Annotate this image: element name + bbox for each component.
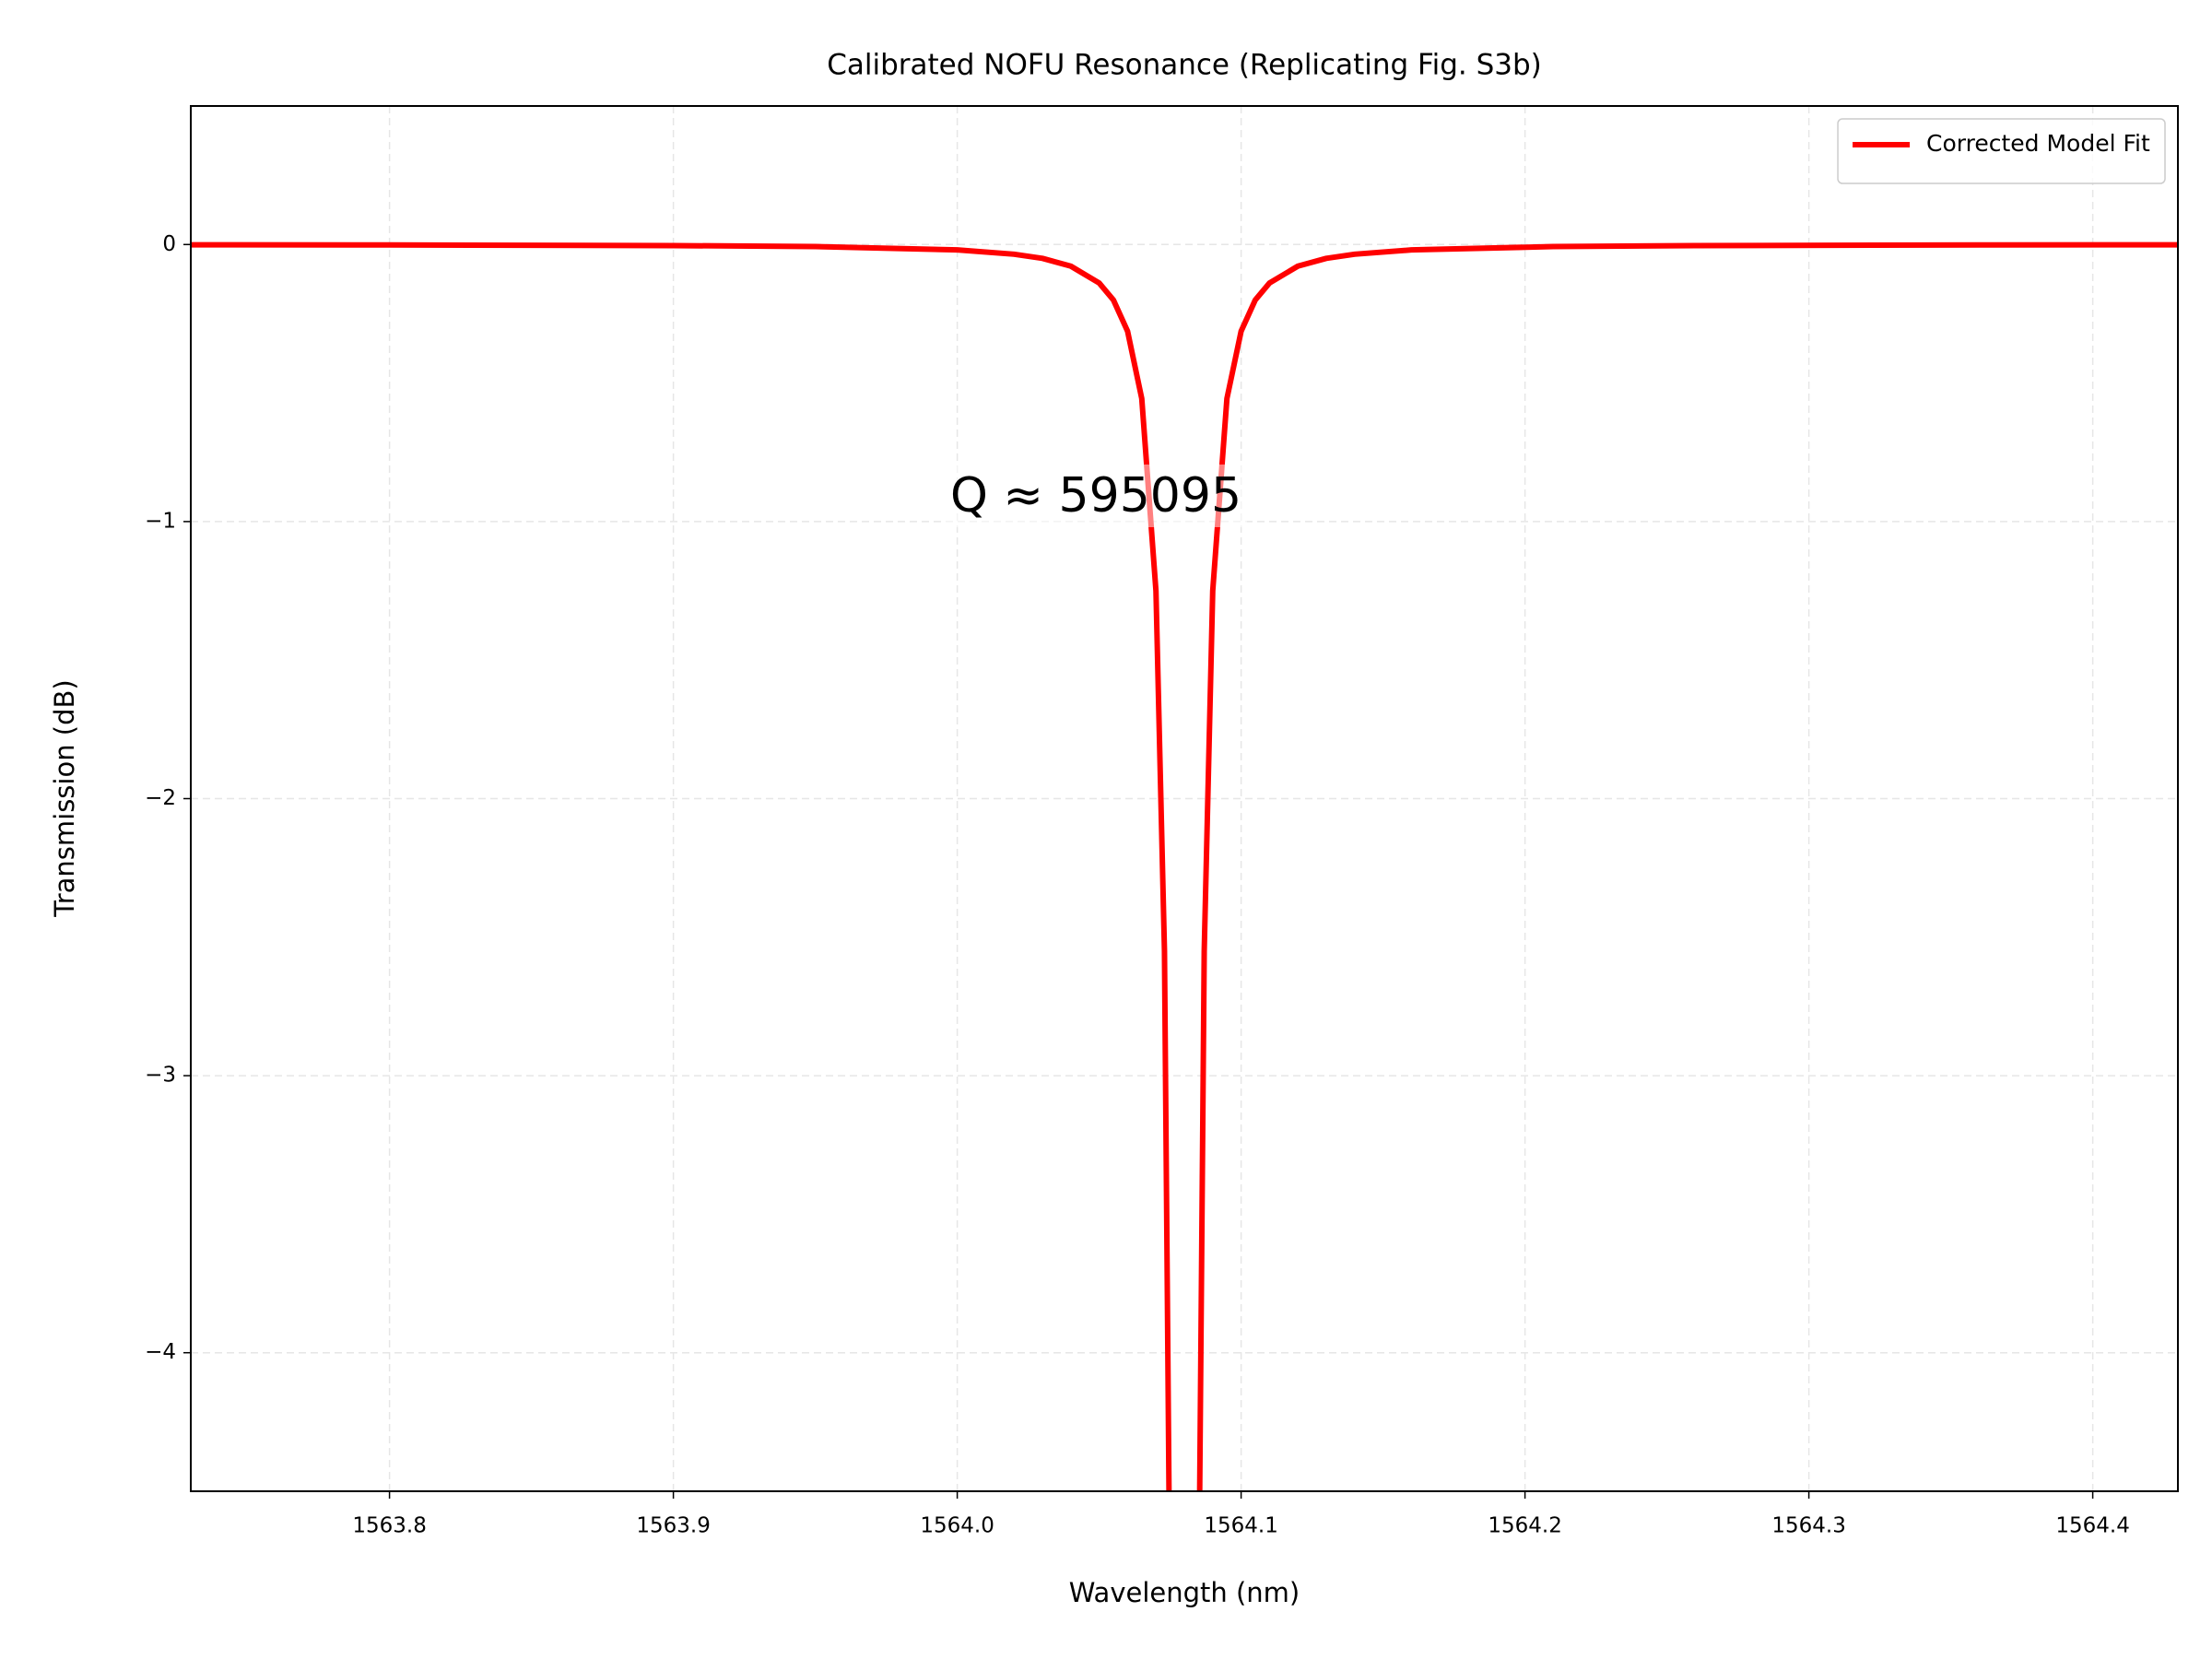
y-axis-label: Transmission (dB) [49, 679, 80, 918]
x-tick-label: 1564.4 [2055, 1514, 2129, 1538]
plot-area [191, 241, 2178, 1491]
annotation-box [944, 465, 1248, 527]
y-tick-label: −2 [145, 786, 176, 810]
overlay: 1563.8 1563.9 1564.0 1564.1 1564.2 1564.3 1564… [145, 105, 2179, 1538]
annotation: Q ≈ 595095 [950, 468, 1241, 524]
x-tick-label: 1564.2 [1488, 1514, 1561, 1538]
x-axis-label: Wavelength (nm) [1069, 1577, 1300, 1608]
legend-label: Corrected Model Fit [1926, 130, 2150, 157]
x-tick-label: 1564.1 [1204, 1514, 1277, 1538]
x-tick-label: 1564.0 [920, 1514, 994, 1538]
y-tick-label: −4 [145, 1340, 176, 1364]
x-tick-label: 1563.8 [352, 1514, 426, 1538]
y-tick-label: −1 [145, 509, 176, 533]
y-tick-label: 0 [162, 232, 176, 256]
plot-frame [190, 105, 2179, 1492]
x-tick-label: 1564.3 [1771, 1514, 1845, 1538]
legend: Corrected Model Fit [1837, 118, 2166, 184]
x-tick-label: 1563.9 [636, 1514, 710, 1538]
legend-box [1837, 118, 2166, 184]
y-tick-label: −3 [145, 1064, 176, 1088]
chart-title: Calibrated NOFU Resonance (Replicating F… [827, 49, 1542, 82]
data-line [191, 241, 2178, 1491]
